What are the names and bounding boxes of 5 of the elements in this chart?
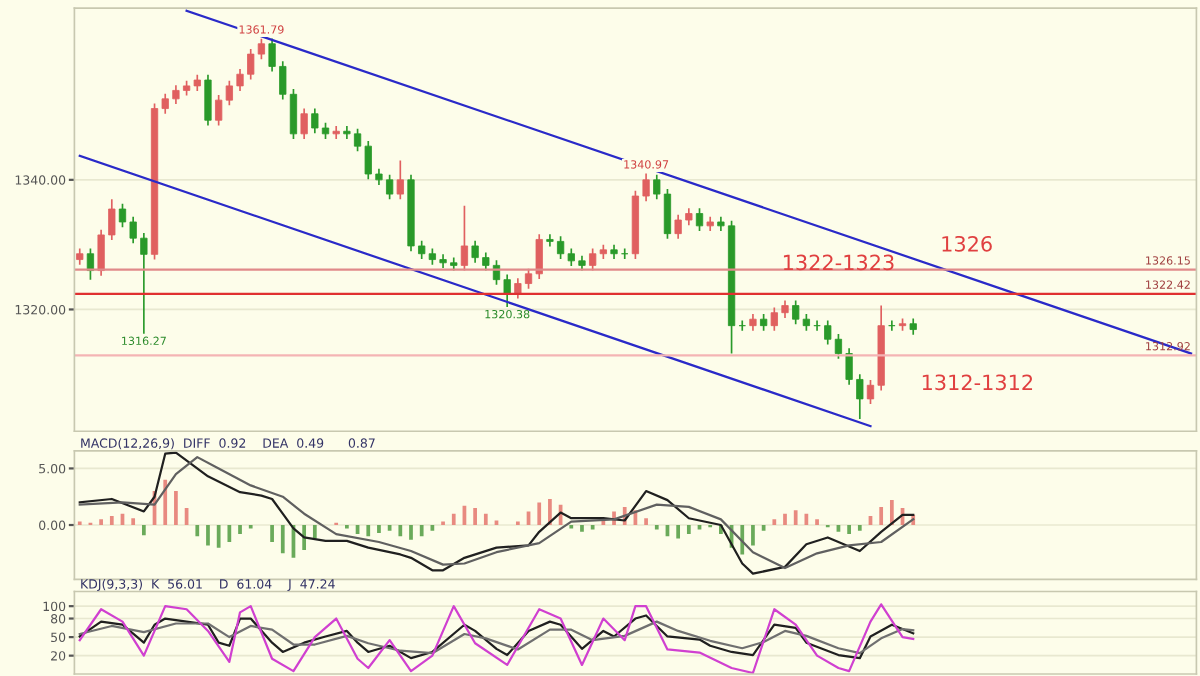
line-series bbox=[78, 603, 915, 674]
annotation: 1312-1312 bbox=[922, 374, 1033, 391]
annotation: 1326 bbox=[942, 235, 992, 252]
annotation: 1322-1323 bbox=[783, 254, 894, 271]
candlestick bbox=[706, 215, 714, 232]
